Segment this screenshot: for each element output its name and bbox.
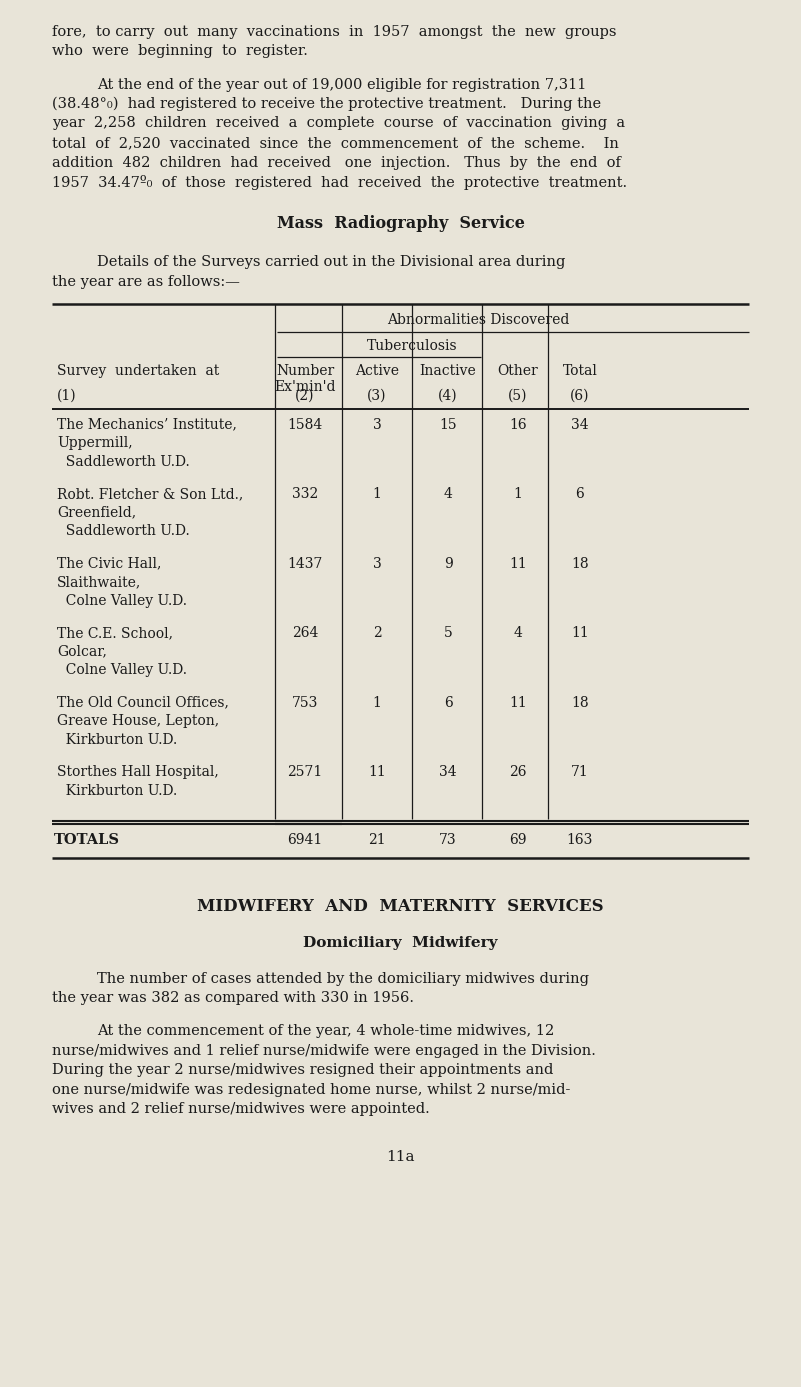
Text: the year was 382 as compared with 330 in 1956.: the year was 382 as compared with 330 in…	[52, 990, 414, 1006]
Text: Domiciliary  Midwifery: Domiciliary Midwifery	[304, 935, 497, 950]
Text: 21: 21	[368, 834, 386, 847]
Text: The Mechanics’ Institute,: The Mechanics’ Institute,	[57, 417, 237, 431]
Text: 71: 71	[571, 766, 589, 779]
Text: 11a: 11a	[386, 1150, 415, 1164]
Text: Saddleworth U.D.: Saddleworth U.D.	[57, 524, 190, 538]
Text: addition  482  children  had  received   one  injection.   Thus  by  the  end  o: addition 482 children had received one i…	[52, 155, 621, 169]
Text: 1: 1	[513, 487, 522, 501]
Text: one nurse/midwife was redesignated home nurse, whilst 2 nurse/mid-: one nurse/midwife was redesignated home …	[52, 1082, 570, 1097]
Text: (38.48°₀)  had registered to receive the protective treatment.   During the: (38.48°₀) had registered to receive the …	[52, 97, 601, 111]
Text: MIDWIFERY  AND  MATERNITY  SERVICES: MIDWIFERY AND MATERNITY SERVICES	[197, 897, 604, 914]
Text: 6: 6	[576, 487, 585, 501]
Text: (5): (5)	[509, 388, 528, 404]
Text: 11: 11	[368, 766, 386, 779]
Text: Slaithwaite,: Slaithwaite,	[57, 576, 141, 589]
Text: 753: 753	[292, 695, 318, 710]
Text: 4: 4	[444, 487, 453, 501]
Text: 6941: 6941	[288, 834, 323, 847]
Text: 11: 11	[509, 695, 527, 710]
Text: year  2,258  children  received  a  complete  course  of  vaccination  giving  a: year 2,258 children received a complete …	[52, 117, 625, 130]
Text: 11: 11	[571, 626, 589, 639]
Text: Other: Other	[497, 363, 538, 379]
Text: Tuberculosis: Tuberculosis	[367, 338, 458, 352]
Text: Robt. Fletcher & Son Ltd.,: Robt. Fletcher & Son Ltd.,	[57, 487, 244, 501]
Text: Uppermill,: Uppermill,	[57, 436, 133, 449]
Text: Kirkburton U.D.: Kirkburton U.D.	[57, 732, 177, 746]
Text: 16: 16	[509, 417, 527, 431]
Text: 69: 69	[509, 834, 527, 847]
Text: 26: 26	[509, 766, 527, 779]
Text: wives and 2 relief nurse/midwives were appointed.: wives and 2 relief nurse/midwives were a…	[52, 1103, 430, 1117]
Text: At the commencement of the year, 4 whole-time midwives, 12: At the commencement of the year, 4 whole…	[97, 1024, 554, 1037]
Text: (3): (3)	[367, 388, 387, 404]
Text: nurse/midwives and 1 relief nurse/midwife were engaged in the Division.: nurse/midwives and 1 relief nurse/midwif…	[52, 1043, 596, 1057]
Text: 3: 3	[372, 417, 381, 431]
Text: The Civic Hall,: The Civic Hall,	[57, 556, 161, 570]
Text: 1957  34.47º₀  of  those  registered  had  received  the  protective  treatment.: 1957 34.47º₀ of those registered had rec…	[52, 175, 627, 190]
Text: Survey  undertaken  at: Survey undertaken at	[57, 363, 219, 379]
Text: Kirkburton U.D.: Kirkburton U.D.	[57, 784, 177, 798]
Text: 73: 73	[439, 834, 457, 847]
Text: 264: 264	[292, 626, 318, 639]
Text: Greave House, Lepton,: Greave House, Lepton,	[57, 714, 219, 728]
Text: (6): (6)	[570, 388, 590, 404]
Text: 34: 34	[571, 417, 589, 431]
Text: fore,  to carry  out  many  vaccinations  in  1957  amongst  the  new  groups: fore, to carry out many vaccinations in …	[52, 25, 617, 39]
Text: 9: 9	[444, 556, 453, 570]
Text: 5: 5	[444, 626, 453, 639]
Text: 15: 15	[439, 417, 457, 431]
Text: 1: 1	[372, 695, 381, 710]
Text: TOTALS: TOTALS	[54, 834, 120, 847]
Text: (2): (2)	[296, 388, 315, 404]
Text: The Old Council Offices,: The Old Council Offices,	[57, 695, 229, 710]
Text: Golcar,: Golcar,	[57, 645, 107, 659]
Text: (4): (4)	[438, 388, 458, 404]
Text: 1: 1	[372, 487, 381, 501]
Text: Storthes Hall Hospital,: Storthes Hall Hospital,	[57, 766, 219, 779]
Text: 2571: 2571	[288, 766, 323, 779]
Text: Greenfield,: Greenfield,	[57, 505, 136, 520]
Text: 2: 2	[372, 626, 381, 639]
Text: Inactive: Inactive	[420, 363, 477, 379]
Text: 3: 3	[372, 556, 381, 570]
Text: Mass  Radiography  Service: Mass Radiography Service	[276, 215, 525, 232]
Text: Saddleworth U.D.: Saddleworth U.D.	[57, 455, 190, 469]
Text: the year are as follows:—: the year are as follows:—	[52, 275, 239, 288]
Text: (1): (1)	[57, 388, 77, 404]
Text: Colne Valley U.D.: Colne Valley U.D.	[57, 594, 187, 608]
Text: 4: 4	[513, 626, 522, 639]
Text: 18: 18	[571, 556, 589, 570]
Text: 163: 163	[567, 834, 594, 847]
Text: 1584: 1584	[288, 417, 323, 431]
Text: 1437: 1437	[288, 556, 323, 570]
Text: 332: 332	[292, 487, 318, 501]
Text: Details of the Surveys carried out in the Divisional area during: Details of the Surveys carried out in th…	[97, 255, 566, 269]
Text: During the year 2 nurse/midwives resigned their appointments and: During the year 2 nurse/midwives resigne…	[52, 1062, 553, 1076]
Text: 18: 18	[571, 695, 589, 710]
Text: 6: 6	[444, 695, 453, 710]
Text: At the end of the year out of 19,000 eligible for registration 7,311: At the end of the year out of 19,000 eli…	[97, 78, 586, 92]
Text: 34: 34	[439, 766, 457, 779]
Text: total  of  2,520  vaccinated  since  the  commencement  of  the  scheme.    In: total of 2,520 vaccinated since the comm…	[52, 136, 619, 150]
Text: Abnormalities Discovered: Abnormalities Discovered	[388, 313, 570, 327]
Text: Number
Ex'min'd: Number Ex'min'd	[274, 363, 336, 394]
Text: 11: 11	[509, 556, 527, 570]
Text: Total: Total	[562, 363, 598, 379]
Text: The number of cases attended by the domiciliary midwives during: The number of cases attended by the domi…	[97, 971, 589, 986]
Text: The C.E. School,: The C.E. School,	[57, 626, 173, 639]
Text: Active: Active	[355, 363, 399, 379]
Text: who  were  beginning  to  register.: who were beginning to register.	[52, 44, 308, 58]
Text: Colne Valley U.D.: Colne Valley U.D.	[57, 663, 187, 677]
